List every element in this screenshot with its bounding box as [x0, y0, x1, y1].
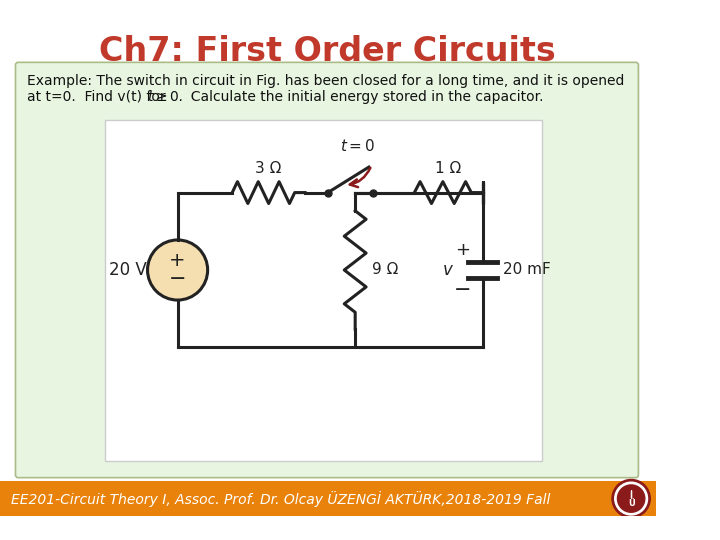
Text: $t = 0$: $t = 0$: [341, 138, 376, 154]
Text: 20 mF: 20 mF: [503, 262, 551, 278]
Circle shape: [148, 240, 207, 300]
FancyBboxPatch shape: [104, 120, 542, 461]
Text: −: −: [454, 280, 472, 300]
Text: −: −: [169, 269, 186, 289]
Text: Ü: Ü: [628, 498, 634, 508]
Text: EE201-Circuit Theory I, Assoc. Prof. Dr. Olcay ÜZENGİ AKTÜRK,2018-2019 Fall: EE201-Circuit Theory I, Assoc. Prof. Dr.…: [11, 491, 550, 507]
Text: $t \geq 0$.: $t \geq 0$.: [147, 90, 182, 104]
Text: Calculate the initial energy stored in the capacitor.: Calculate the initial energy stored in t…: [182, 90, 544, 104]
Text: Ch7: First Order Circuits: Ch7: First Order Circuits: [99, 35, 557, 68]
Text: 1 Ω: 1 Ω: [436, 161, 462, 176]
Text: +: +: [169, 252, 186, 271]
Text: 20 V: 20 V: [109, 261, 146, 279]
Text: 9 Ω: 9 Ω: [372, 262, 398, 278]
Text: at t=0.  Find v(t) for: at t=0. Find v(t) for: [27, 90, 171, 104]
Text: Example: The switch in circuit in Fig. has been closed for a long time, and it i: Example: The switch in circuit in Fig. h…: [27, 75, 625, 89]
Circle shape: [612, 480, 650, 518]
Text: İ: İ: [629, 491, 633, 501]
FancyArrowPatch shape: [350, 168, 370, 187]
Circle shape: [618, 485, 645, 512]
FancyBboxPatch shape: [16, 62, 639, 478]
Bar: [0, 481, 656, 516]
Text: +: +: [455, 241, 470, 259]
Text: $v$: $v$: [442, 261, 454, 279]
Circle shape: [615, 482, 647, 515]
Text: 3 Ω: 3 Ω: [256, 161, 282, 176]
